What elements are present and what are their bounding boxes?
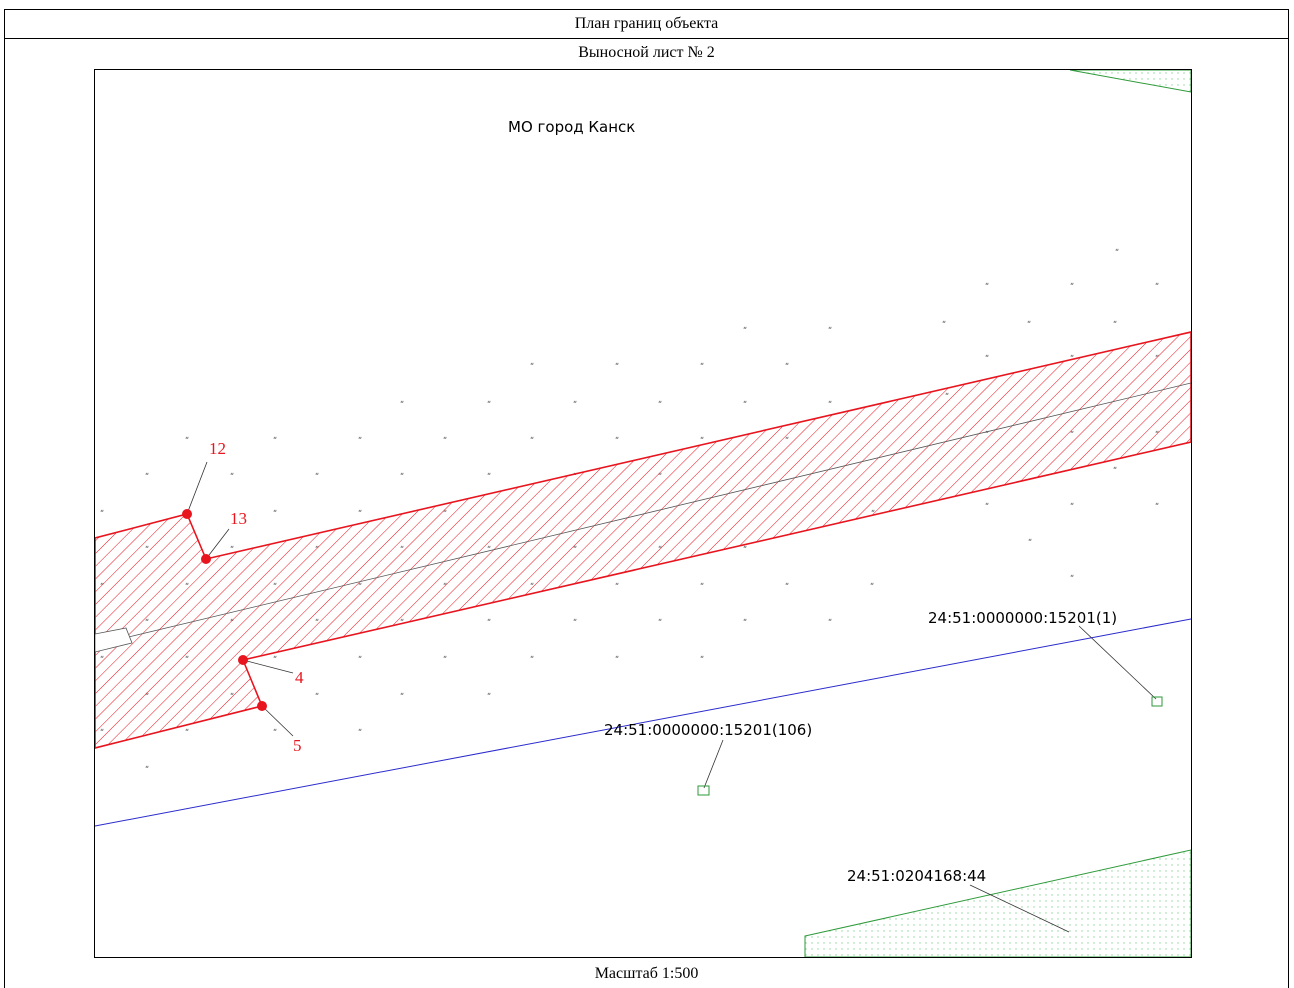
grass-symbol: ʺ — [358, 509, 362, 520]
grass-symbol: ʺ — [1155, 282, 1159, 293]
grass-symbol: ʺ — [743, 326, 747, 337]
grass-symbol: ʺ — [1113, 466, 1117, 477]
point-12[interactable]: 12 — [182, 439, 226, 519]
grass-symbol: ʺ — [400, 692, 404, 703]
grass-symbol: ʺ — [315, 692, 319, 703]
grass-symbol: ʺ — [1070, 502, 1074, 513]
parcel-15201-1-label: 24:51:0000000:15201(1) — [928, 609, 1117, 627]
grass-symbol: ʺ — [615, 582, 619, 593]
grass-symbol: ʺ — [942, 320, 946, 331]
grass-symbol: ʺ — [487, 400, 491, 411]
grass-symbol: ʺ — [985, 354, 989, 365]
grass-symbol: ʺ — [743, 400, 747, 411]
grass-symbol: ʺ — [828, 326, 832, 337]
point-13-marker — [201, 554, 211, 564]
point-5-label: 5 — [293, 736, 302, 755]
parcel-15201-106-marker — [697, 785, 710, 796]
parcel-44-area[interactable] — [804, 849, 1191, 957]
grass-symbol: ʺ — [1115, 248, 1119, 259]
grass-symbol: ʺ — [1028, 538, 1032, 549]
grass-symbol: ʺ — [487, 472, 491, 483]
grass-symbol: ʺ — [1027, 320, 1031, 331]
grass-symbol: ʺ — [870, 582, 874, 593]
grass-symbol: ʺ — [615, 655, 619, 666]
grass-symbol: ʺ — [828, 618, 832, 629]
grass-symbol: ʺ — [358, 728, 362, 739]
grass-symbol: ʺ — [273, 436, 277, 447]
grass-symbol: ʺ — [530, 655, 534, 666]
grass-symbol: ʺ — [443, 655, 447, 666]
grass-symbol: ʺ — [185, 728, 189, 739]
grass-symbol: ʺ — [700, 362, 704, 373]
point-4-label: 4 — [295, 668, 304, 687]
grass-symbol: ʺ — [985, 502, 989, 513]
grass-symbol: ʺ — [743, 545, 747, 556]
grass-symbol: ʺ — [700, 655, 704, 666]
grass-symbol: ʺ — [400, 472, 404, 483]
grass-symbol: ʺ — [358, 436, 362, 447]
grass-symbol: ʺ — [573, 618, 577, 629]
grass-symbol: ʺ — [230, 545, 234, 556]
grass-symbol: ʺ — [358, 655, 362, 666]
parcel-15201-106[interactable]: 24:51:0000000:15201(106) — [604, 721, 812, 796]
point-5[interactable]: 5 — [257, 701, 302, 755]
grass-symbol: ʺ — [100, 509, 104, 520]
point-4-marker — [238, 655, 248, 665]
grass-symbol: ʺ — [315, 472, 319, 483]
parcel-44-label: 24:51:0204168:44 — [847, 867, 986, 885]
grass-symbol: ʺ — [658, 618, 662, 629]
grass-symbol: ʺ — [1070, 282, 1074, 293]
grass-symbol: ʺ — [743, 618, 747, 629]
grass-symbol: ʺ — [145, 472, 149, 483]
point-12-marker — [182, 509, 192, 519]
grass-symbol: ʺ — [1155, 502, 1159, 513]
grass-symbol: ʺ — [443, 436, 447, 447]
document-title: План границ объекта — [4, 9, 1289, 39]
object-area[interactable] — [95, 331, 1191, 749]
parcel-15201-1-marker — [1151, 696, 1163, 707]
grass-symbol: ʺ — [273, 509, 277, 520]
grass-symbol: ʺ — [145, 765, 149, 776]
grass-symbol: ʺ — [230, 472, 234, 483]
grass-symbol: ʺ — [658, 400, 662, 411]
grass-symbol: ʺ — [487, 692, 491, 703]
grass-symbol: ʺ — [530, 436, 534, 447]
point-13-label: 13 — [230, 509, 247, 528]
parcel-top-area[interactable] — [1069, 70, 1191, 93]
parcel-44[interactable]: 24:51:0204168:44 — [847, 867, 1070, 933]
grass-symbol: ʺ — [700, 582, 704, 593]
grass-symbol: ʺ — [530, 362, 534, 373]
grass-symbol: ʺ — [573, 400, 577, 411]
road-boundary-line — [95, 618, 1191, 827]
sheet-title: Выносной лист № 2 — [578, 44, 715, 61]
grass-symbol: ʺ — [785, 582, 789, 593]
grass-symbol: ʺ — [400, 400, 404, 411]
grass-symbol: ʺ — [1113, 320, 1117, 331]
grass-symbol: ʺ — [185, 436, 189, 447]
map-view[interactable]: ʺ ʺ ʺ ʺ ʺ ʺ ʺ ʺ ʺ ʺ ʺ ʺ ʺ ʺ ʺ ʺ ʺ ʺ ʺ ʺ ʺ ʺ ʺ ʺ ʺ ʺ ʺ ʺ ʺ ʺ ʺ ʺ ʺ ʺ ʺ ʺ ʺ ʺ ʺ ʺ… — [94, 69, 1192, 958]
scale-label: Масштаб 1:500 — [594, 965, 699, 982]
parcel-15201-1[interactable]: 24:51:0000000:15201(1) — [928, 609, 1163, 707]
axis-line — [95, 382, 1191, 646]
grass-symbol: ʺ — [615, 436, 619, 447]
municipality-label: МО город Канск — [508, 118, 635, 136]
grass-symbol: ʺ — [273, 655, 277, 666]
parcel-15201-106-label: 24:51:0000000:15201(106) — [604, 721, 812, 739]
grass-symbol: ʺ — [985, 282, 989, 293]
map-canvas[interactable]: ʺ ʺ ʺ ʺ ʺ ʺ ʺ ʺ ʺ ʺ ʺ ʺ ʺ ʺ ʺ ʺ ʺ ʺ ʺ ʺ ʺ ʺ ʺ ʺ ʺ ʺ ʺ ʺ ʺ ʺ ʺ ʺ ʺ ʺ ʺ ʺ ʺ ʺ ʺ ʺ… — [95, 70, 1191, 957]
point-4[interactable]: 4 — [238, 655, 304, 687]
point-12-label: 12 — [209, 439, 226, 458]
grass-symbol: ʺ — [1070, 574, 1074, 585]
point-5-marker — [257, 701, 267, 711]
grass-symbol: ʺ — [273, 728, 277, 739]
grass-symbol: ʺ — [828, 400, 832, 411]
point-13[interactable]: 13 — [201, 509, 247, 564]
small-structure — [95, 627, 133, 653]
grass-symbol: ʺ — [700, 436, 704, 447]
grass-symbol: ʺ — [615, 362, 619, 373]
grass-symbol: ʺ — [785, 362, 789, 373]
grass-symbol: ʺ — [487, 618, 491, 629]
